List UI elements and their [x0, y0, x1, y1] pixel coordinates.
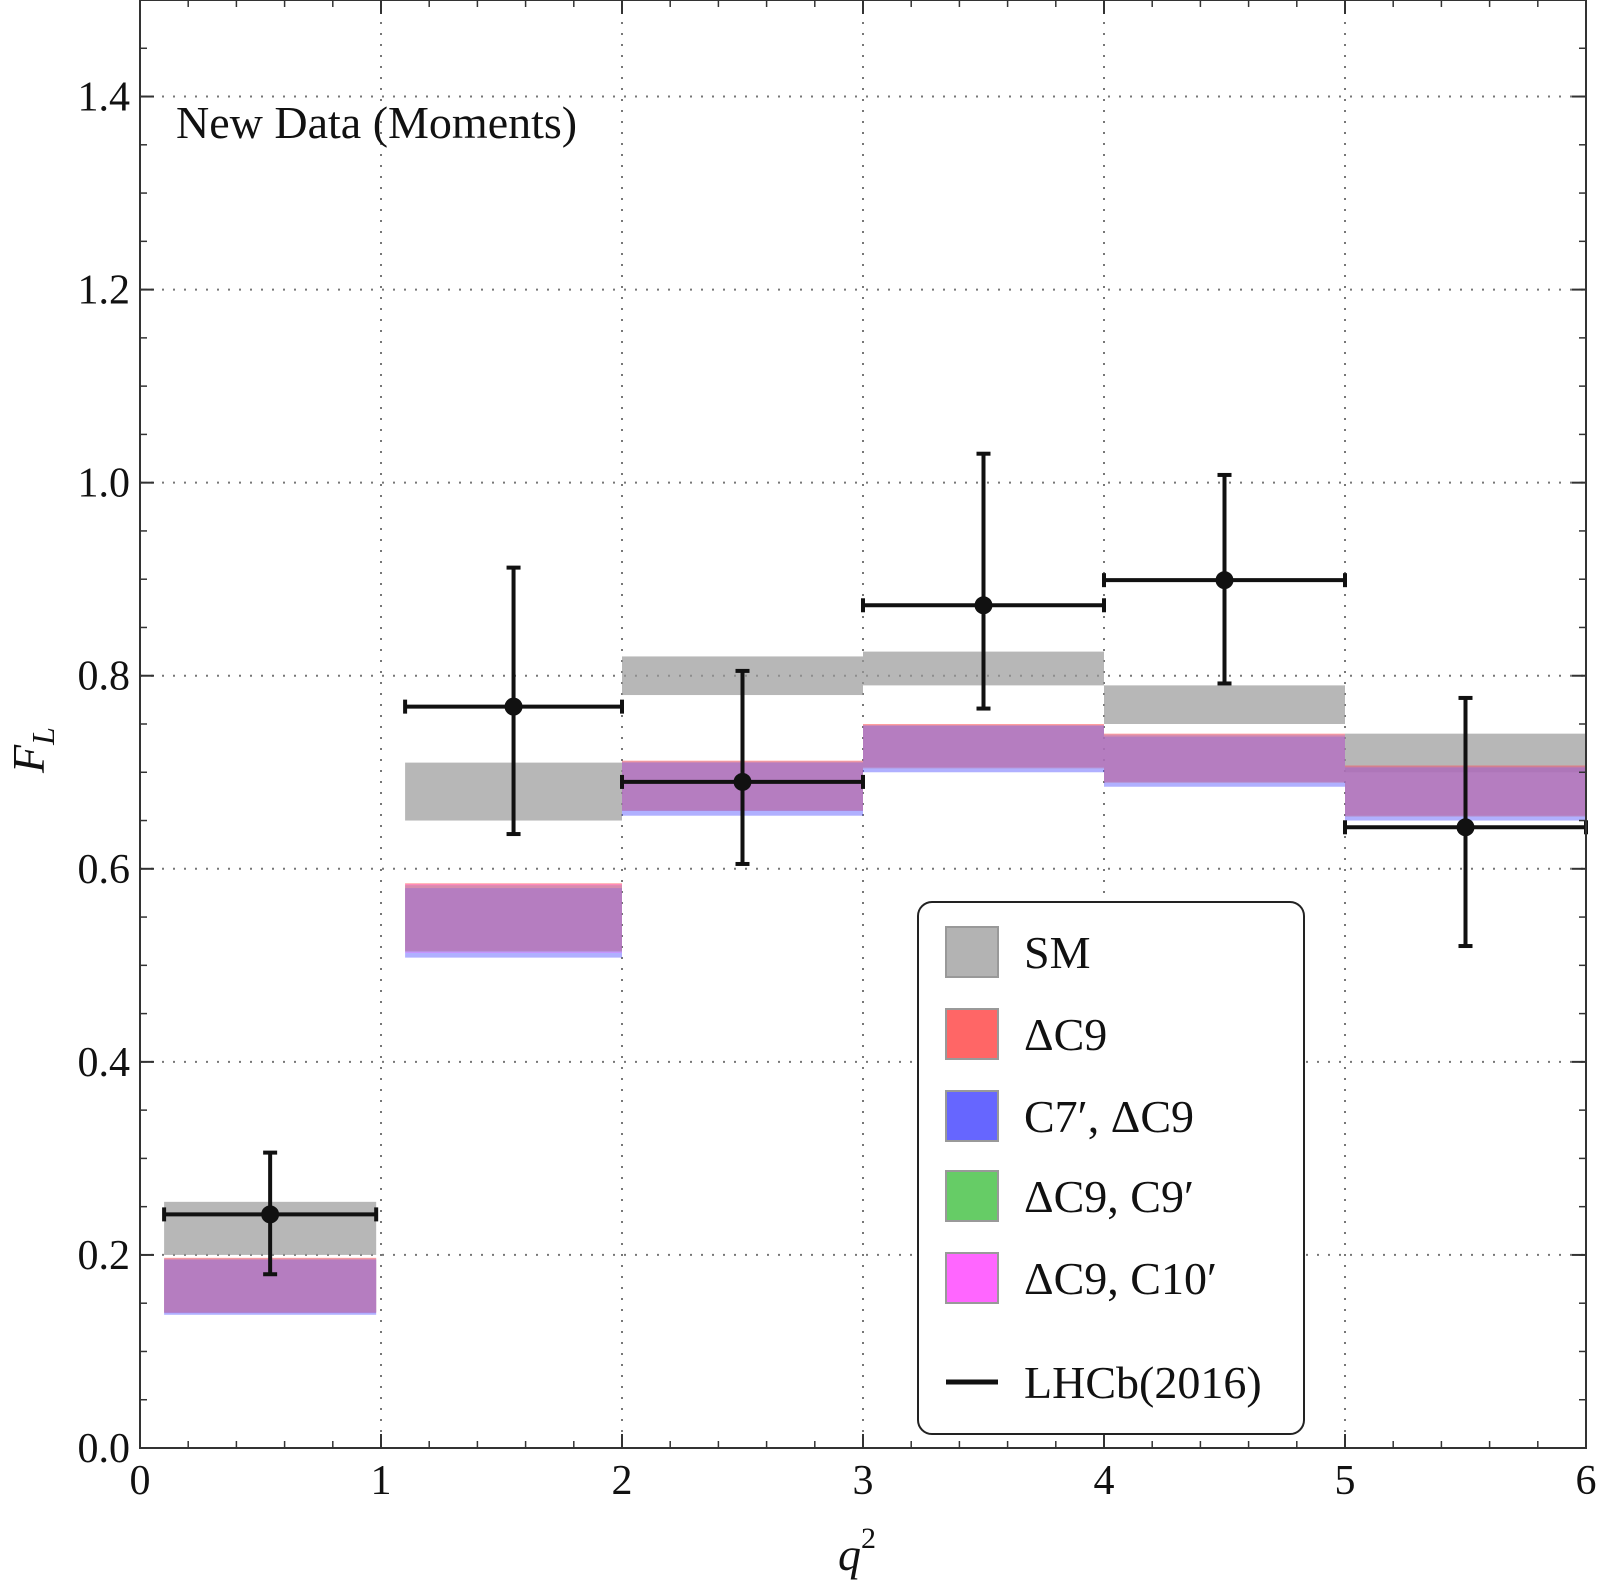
legend-swatch-3: [945, 1170, 999, 1222]
legend-swatch-4: [945, 1252, 999, 1304]
band-1-bin-3: [863, 724, 1104, 768]
y-tick-label-6: 1.2: [78, 268, 131, 314]
legend-label-0: SM: [1024, 927, 1090, 978]
lhcb-marker-3: [974, 596, 993, 615]
chart-annotation: New Data (Moments): [176, 97, 577, 148]
band-4-bin-4: [1104, 734, 1345, 783]
legend-swatch-2: [945, 1090, 999, 1142]
legend-label-1: ΔC9: [1024, 1009, 1107, 1060]
y-tick-label-2: 0.4: [78, 1040, 131, 1086]
axis-ticks: 0 1 2 3 4 5 6 0.0 0.2 0.4 0.6 0.8 1.0 1.2 1.4: [78, 0, 1597, 1504]
y-tick-label-1: 0.2: [78, 1233, 131, 1279]
lhcb-marker-0: [261, 1205, 280, 1224]
y-axis-label-sub: L: [25, 727, 61, 746]
prediction-bands: [164, 651, 1586, 1315]
legend-label-3: ΔC9, C9′: [1024, 1171, 1194, 1222]
band-4-bin-1: [405, 884, 622, 953]
x-axis-label-sup: 2: [861, 1522, 876, 1555]
lhcb-marker-2: [733, 772, 752, 791]
band-1-bin-4: [1104, 733, 1345, 782]
y-axis-label: FL: [3, 727, 61, 774]
x-axis-label-main: q: [838, 1529, 861, 1580]
lhcb-point-0: [162, 1150, 379, 1277]
legend-box: [917, 901, 1305, 1435]
y-tick-label-5: 1.0: [78, 461, 131, 507]
x-tick-label-2: 2: [612, 1458, 633, 1504]
legend-label-4: ΔC9, C10′: [1024, 1253, 1217, 1304]
lhcb-marker-1: [504, 697, 523, 716]
y-tick-label-4: 0.8: [78, 654, 131, 700]
legend-label-2: C7′, ΔC9: [1024, 1091, 1194, 1142]
lhcb-point-3: [861, 451, 1106, 711]
y-tick-label-7: 1.4: [78, 75, 131, 121]
lhcb-marker-5: [1456, 818, 1475, 837]
x-tick-label-6: 6: [1576, 1458, 1597, 1504]
band-2-bin-1: [405, 888, 622, 958]
legend-swatch-1: [945, 1008, 999, 1060]
lhcb-point-2: [620, 668, 865, 866]
y-axis-label-main: F: [3, 744, 54, 774]
band-2-bin-3: [863, 725, 1104, 773]
legend-label-5: LHCb(2016): [1024, 1357, 1262, 1408]
x-tick-label-5: 5: [1335, 1458, 1356, 1504]
lhcb-point-4: [1102, 472, 1347, 686]
band-0-bin-4: [1104, 685, 1345, 724]
x-axis-label: q2: [838, 1522, 876, 1580]
x-tick-label-1: 1: [371, 1458, 392, 1504]
x-tick-label-4: 4: [1094, 1458, 1115, 1504]
legend-swatch-0: [945, 926, 999, 978]
band-1-bin-1: [405, 883, 622, 951]
band-2-bin-4: [1104, 736, 1345, 787]
lhcb-point-5: [1343, 695, 1588, 949]
band-3-bin-4: [1104, 734, 1345, 783]
band-3-bin-3: [863, 724, 1104, 769]
legend: SM ΔC9 C7′, ΔC9 ΔC9, C9′ ΔC9, C10′ LHCb(2016): [917, 901, 1305, 1435]
lhcb-data-points: [162, 451, 1588, 1277]
band-4-bin-3: [863, 724, 1104, 769]
x-tick-label-3: 3: [853, 1458, 874, 1504]
lhcb-marker-4: [1215, 571, 1234, 590]
x-tick-label-0: 0: [130, 1458, 151, 1504]
y-tick-label-3: 0.6: [78, 847, 131, 893]
lhcb-point-1: [403, 565, 624, 837]
y-tick-label-0: 0.0: [78, 1426, 131, 1472]
band-3-bin-1: [405, 885, 622, 952]
